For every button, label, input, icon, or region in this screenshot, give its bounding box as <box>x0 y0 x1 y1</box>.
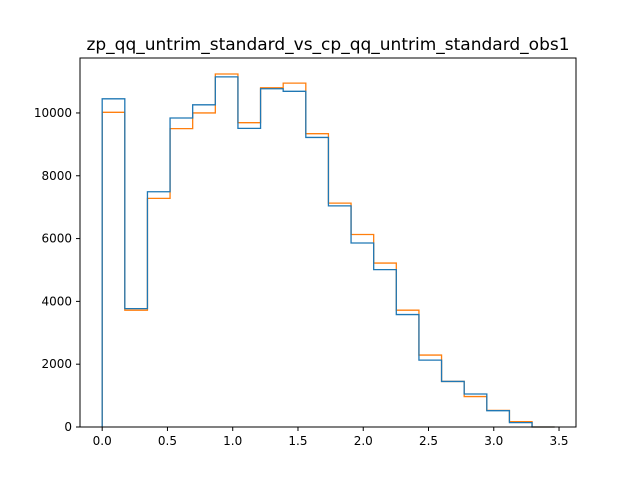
y-tick-label: 0 <box>64 420 72 434</box>
y-tick-label: 8000 <box>41 169 72 183</box>
x-tick-label: 1.0 <box>223 434 242 448</box>
histogram-step-series-0 <box>101 76 555 428</box>
chart-title: zp_qq_untrim_standard_vs_cp_qq_untrim_st… <box>86 35 569 55</box>
x-tick-label: 3.5 <box>549 434 568 448</box>
y-tick-label: 10000 <box>34 106 72 120</box>
y-tick-label: 6000 <box>41 232 72 246</box>
y-tick-label: 2000 <box>41 357 72 371</box>
x-tick-label: 0.0 <box>93 434 112 448</box>
plot-frame <box>79 57 577 428</box>
y-tick-label: 4000 <box>41 294 72 308</box>
x-tick-label: 1.5 <box>288 434 307 448</box>
x-tick-label: 3.0 <box>484 434 503 448</box>
axes-layer: 0.0 0.5 1.0 1.5 2.0 2.5 3.0 3.5 0 2000 4000 6000 800… <box>34 57 577 448</box>
x-tick-label: 2.5 <box>419 434 438 448</box>
x-tick-label: 0.5 <box>158 434 177 448</box>
series-layer <box>101 73 555 428</box>
x-tick-label: 2.0 <box>354 434 373 448</box>
